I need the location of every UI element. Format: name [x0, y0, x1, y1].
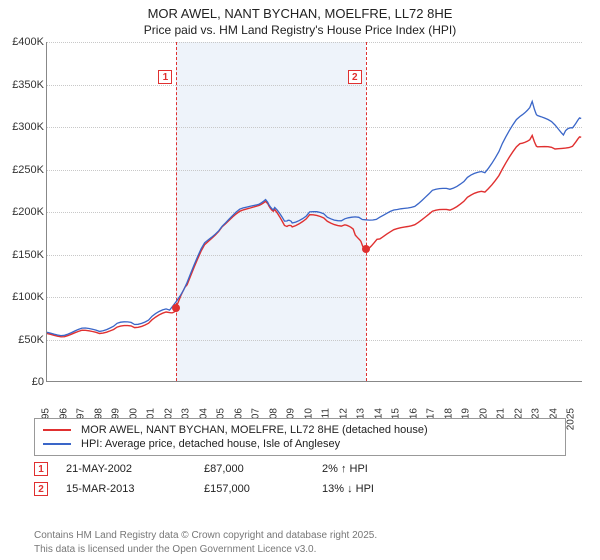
sale-price: £87,000: [204, 463, 304, 475]
attribution-line: This data is licensed under the Open Gov…: [34, 543, 377, 557]
legend-item-property: MOR AWEL, NANT BYCHAN, MOELFRE, LL72 8HE…: [43, 423, 557, 437]
legend-label-property: MOR AWEL, NANT BYCHAN, MOELFRE, LL72 8HE…: [81, 424, 428, 436]
sales-table: 1 21-MAY-2002 £87,000 2% ↑ HPI 2 15-MAR-…: [34, 462, 374, 502]
y-tick-label: £350K: [2, 79, 44, 91]
y-tick-label: £0: [2, 376, 44, 388]
series-line-property: [47, 135, 581, 336]
y-tick-label: £400K: [2, 36, 44, 48]
legend-swatch-property: [43, 429, 71, 431]
legend-swatch-hpi: [43, 443, 71, 445]
sale-delta: 13% ↓ HPI: [322, 483, 374, 495]
sale-delta: 2% ↑ HPI: [322, 463, 368, 475]
sale-dot: [172, 304, 180, 312]
chart: £0£50K£100K£150K£200K£250K£300K£350K£400…: [0, 42, 600, 406]
sale-price: £157,000: [204, 483, 304, 495]
y-tick-label: £300K: [2, 121, 44, 133]
chart-title: MOR AWEL, NANT BYCHAN, MOELFRE, LL72 8HE: [0, 6, 600, 21]
sale-marker-icon: 2: [34, 482, 48, 496]
series-line-hpi: [47, 101, 581, 335]
legend-label-hpi: HPI: Average price, detached house, Isle…: [81, 438, 340, 450]
plot-area: 12: [46, 42, 582, 382]
legend-item-hpi: HPI: Average price, detached house, Isle…: [43, 437, 557, 451]
x-tick-label: 2025: [566, 408, 577, 430]
series-svg: [47, 42, 583, 382]
y-tick-label: £250K: [2, 164, 44, 176]
sale-row: 2 15-MAR-2013 £157,000 13% ↓ HPI: [34, 482, 374, 496]
y-tick-label: £100K: [2, 291, 44, 303]
attribution-line: Contains HM Land Registry data © Crown c…: [34, 529, 377, 543]
y-tick-label: £150K: [2, 249, 44, 261]
sale-row: 1 21-MAY-2002 £87,000 2% ↑ HPI: [34, 462, 374, 476]
y-tick-label: £200K: [2, 206, 44, 218]
y-tick-label: £50K: [2, 334, 44, 346]
sale-date: 21-MAY-2002: [66, 463, 186, 475]
legend: MOR AWEL, NANT BYCHAN, MOELFRE, LL72 8HE…: [34, 418, 566, 456]
attribution: Contains HM Land Registry data © Crown c…: [34, 529, 377, 556]
x-axis-labels: 1995199619971998199920002001200220032004…: [46, 386, 582, 408]
sale-dot: [362, 245, 370, 253]
sale-date: 15-MAR-2013: [66, 483, 186, 495]
sale-marker-icon: 1: [34, 462, 48, 476]
title-block: MOR AWEL, NANT BYCHAN, MOELFRE, LL72 8HE…: [0, 0, 600, 39]
chart-subtitle: Price paid vs. HM Land Registry's House …: [0, 23, 600, 37]
